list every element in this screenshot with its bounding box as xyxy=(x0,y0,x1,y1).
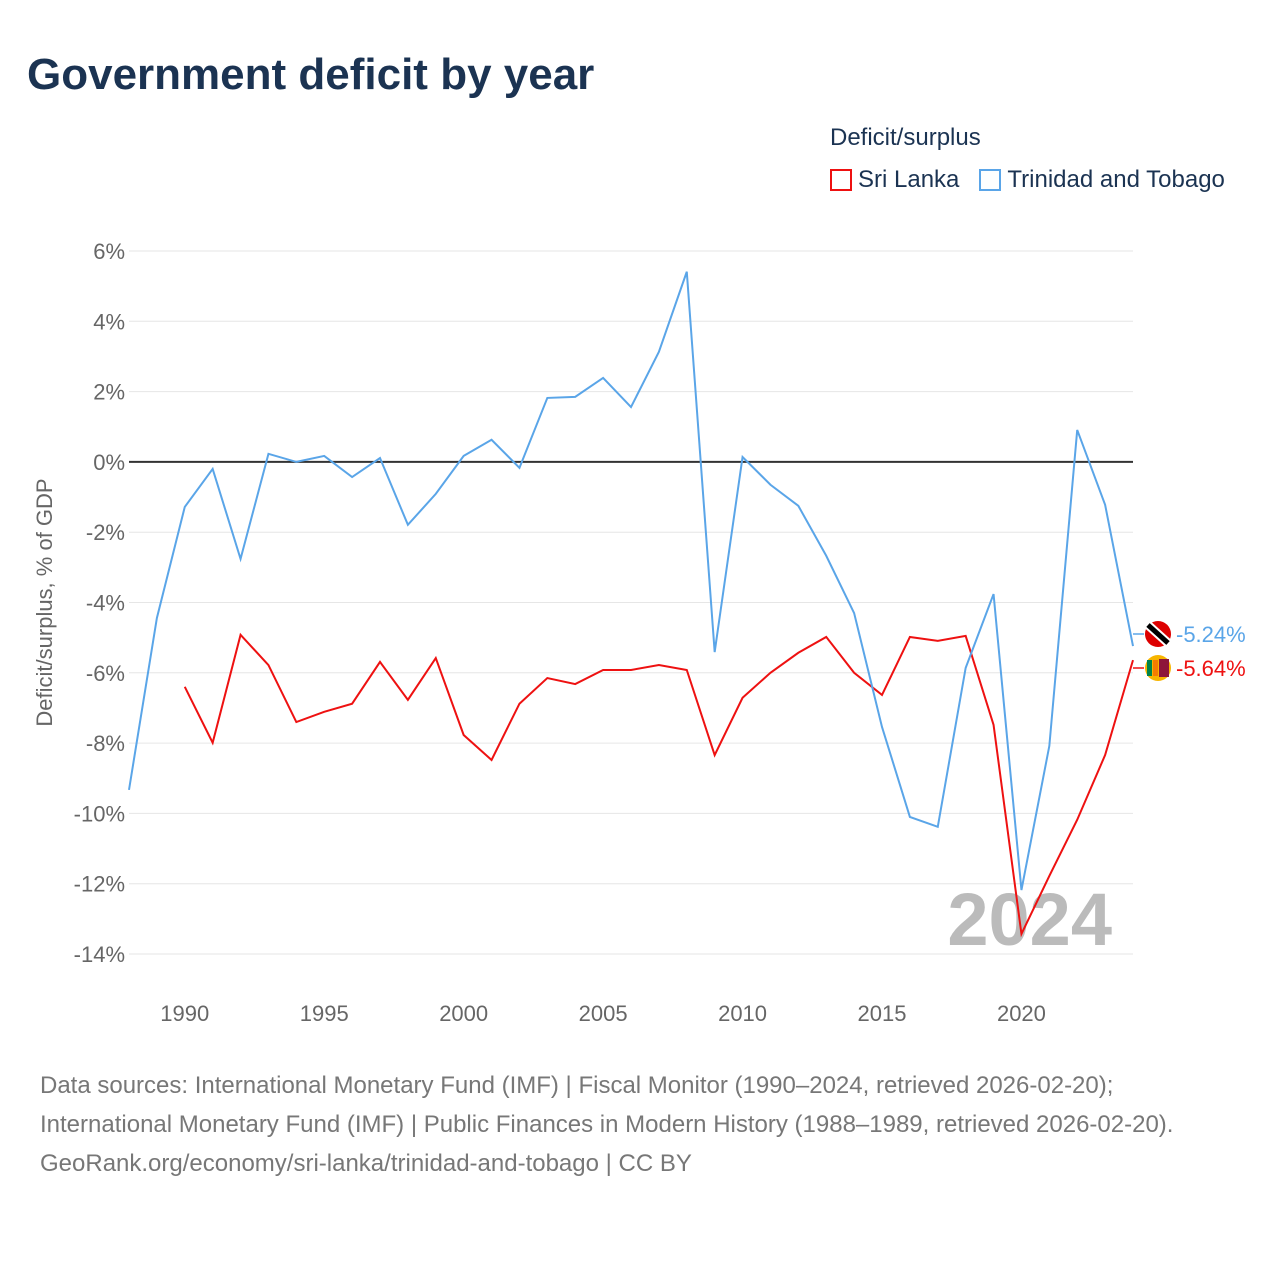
y-tick-label: 0% xyxy=(93,450,125,475)
x-tick-label: 2000 xyxy=(439,1001,488,1026)
x-tick-label: 2015 xyxy=(858,1001,907,1026)
end-value-label: -5.24% xyxy=(1176,622,1246,647)
legend-item-sri-lanka[interactable]: Sri Lanka xyxy=(830,166,959,194)
y-axis-label: Deficit/surplus, % of GDP xyxy=(32,478,57,726)
flag-stripe xyxy=(1146,623,1170,645)
x-tick-label: 2005 xyxy=(579,1001,628,1026)
flag-field xyxy=(1159,659,1169,677)
data-sources: Data sources: International Monetary Fun… xyxy=(40,1072,1174,1138)
y-tick-label: -8% xyxy=(86,731,125,756)
flag-stripe xyxy=(1147,660,1152,676)
chart-plot: 6% 4% 2% 0% -2% -4% -6% -8% -10% -12% -14% 1990 1995… xyxy=(32,239,1246,1026)
y-tick-label: -10% xyxy=(74,801,125,826)
source-link[interactable]: GeoRank.org/economy/sri-lanka/trinidad-a… xyxy=(40,1150,692,1177)
legend-title: Deficit/surplus xyxy=(830,124,981,151)
legend-item-trinidad[interactable]: Trinidad and Tobago xyxy=(979,166,1225,194)
y-tick-label: -4% xyxy=(86,591,125,616)
y-tick-label: -2% xyxy=(86,520,125,545)
x-tick-label: 1995 xyxy=(300,1001,349,1026)
y-tick-label: -6% xyxy=(86,661,125,686)
chart-title: Government deficit by year xyxy=(27,50,595,99)
y-tick-label: 6% xyxy=(93,239,125,264)
end-value-label: -5.64% xyxy=(1176,656,1246,681)
legend-label: Sri Lanka xyxy=(858,166,960,193)
legend: Sri Lanka Trinidad and Tobago xyxy=(830,166,1225,194)
series-line-trinidad xyxy=(128,271,1134,891)
y-tick-label: -14% xyxy=(74,942,125,967)
footer: Data sources: International Monetary Fun… xyxy=(40,1066,1240,1183)
x-tick-label: 1990 xyxy=(160,1001,209,1026)
x-tick-label: 2010 xyxy=(718,1001,767,1026)
year-watermark: 2024 xyxy=(947,878,1112,961)
y-tick-label: 2% xyxy=(93,380,125,405)
legend-swatch-sri-lanka xyxy=(830,169,852,191)
y-tick-label: -12% xyxy=(74,872,125,897)
legend-label: Trinidad and Tobago xyxy=(1007,166,1225,193)
flag-stripe xyxy=(1153,660,1158,676)
y-tick-label: 4% xyxy=(93,309,125,334)
legend-swatch-trinidad xyxy=(979,169,1002,191)
x-tick-label: 2020 xyxy=(997,1001,1046,1026)
